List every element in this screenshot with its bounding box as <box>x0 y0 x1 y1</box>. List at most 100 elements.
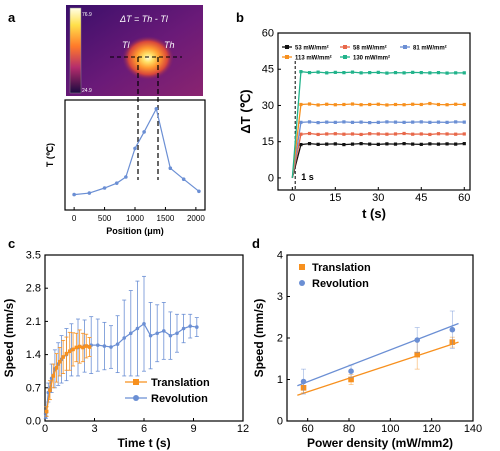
legend-label: 113 mW/mm² <box>295 55 332 62</box>
x-tick-label: 15 <box>329 192 341 204</box>
series-point <box>307 71 312 75</box>
y-tick-label: 30 <box>262 100 274 112</box>
temperature-point <box>133 146 137 151</box>
series-point <box>181 326 186 331</box>
series-point <box>368 142 372 146</box>
series-line <box>291 102 465 178</box>
temperature-point <box>72 192 76 197</box>
series-point <box>299 102 303 107</box>
x-tick-label: 120 <box>422 423 440 435</box>
chart-b: 0 15 30 45 60 0 15 30 45 60 t (s) ΔT (℃) 1 s 53 mW/mm… <box>238 28 471 221</box>
temperature-point <box>168 166 173 170</box>
data-point <box>300 378 307 385</box>
series-point <box>84 344 89 348</box>
x-tick-label: 12 <box>237 423 249 435</box>
series-line <box>291 142 465 179</box>
series-point <box>350 132 355 136</box>
series-point <box>342 102 346 107</box>
color-scale-bar <box>69 7 82 94</box>
series-point <box>325 71 329 75</box>
legend-label: Revolution <box>312 278 369 290</box>
legend-label: 81 mW/mm² <box>413 45 447 52</box>
series-point <box>325 102 329 106</box>
series-point <box>342 132 346 136</box>
series-point <box>428 101 432 106</box>
series-point <box>299 142 303 147</box>
series-point <box>333 142 337 146</box>
color-scale-max: 76.9 <box>82 12 92 18</box>
series-point <box>411 132 415 136</box>
x-tick-label: 1500 <box>157 214 175 223</box>
series-point <box>385 103 389 107</box>
x-axis-label: Position (μm) <box>106 226 164 236</box>
legend-marker <box>343 45 347 49</box>
series-point <box>316 70 320 74</box>
series-point <box>74 345 79 350</box>
series-point <box>376 102 380 106</box>
series-point <box>162 329 166 333</box>
series-point <box>402 71 406 75</box>
series-point <box>402 103 406 107</box>
series-point <box>393 102 398 107</box>
temperature-point <box>197 189 201 194</box>
x-tick-label: 45 <box>415 192 427 204</box>
series-point <box>359 103 363 107</box>
series-point <box>350 70 355 74</box>
series-point <box>81 345 85 350</box>
tl-label: Tl <box>122 40 130 50</box>
y-axis-label: Speed (mm/s) <box>252 299 266 378</box>
series-point <box>462 142 466 146</box>
series-point <box>419 71 423 75</box>
y-tick-label: 2.1 <box>26 316 41 328</box>
y-tick-label: 45 <box>262 64 274 76</box>
series-point <box>445 132 449 136</box>
series-point <box>168 333 173 338</box>
series-point <box>359 120 363 124</box>
data-point <box>414 351 420 358</box>
series-point <box>109 345 113 349</box>
thermal-hotspot <box>122 36 174 80</box>
series-point <box>376 142 380 146</box>
y-axis-label: T (℃) <box>45 143 55 167</box>
y-axis-label: Speed (mm/s) <box>2 299 16 378</box>
thermal-image: 76.9 24.9 ΔT = Th - Tl Tl Th <box>66 5 203 96</box>
series-point <box>393 142 398 146</box>
chart-a: 0 500 1000 1500 2000 Position (μm) T (℃) <box>45 99 206 236</box>
series-point <box>454 120 458 124</box>
series-point <box>333 132 337 136</box>
series-point <box>350 102 355 106</box>
series-point <box>188 324 192 328</box>
legend-marker <box>343 55 347 59</box>
y-tick-label: 60 <box>262 28 274 40</box>
color-scale-min: 24.9 <box>82 88 92 94</box>
series-point <box>325 120 329 124</box>
legend-marker <box>285 55 289 59</box>
data-point <box>348 376 354 383</box>
chart-d: 60 80 100 120 140 0 1 2 3 4 Power density (mW/mm2)… <box>252 250 482 451</box>
series-point <box>376 70 380 74</box>
series-point <box>376 132 380 136</box>
series-point <box>462 132 466 136</box>
y-tick-label: 0.7 <box>26 382 41 394</box>
legend-label: 53 mW/mm² <box>295 45 329 52</box>
series-point <box>368 102 372 107</box>
series-point <box>419 142 423 146</box>
legend-marker <box>299 280 305 286</box>
series-point <box>445 103 449 107</box>
temperature-line <box>74 107 200 196</box>
x-tick-label: 0 <box>72 214 77 223</box>
series-point <box>54 366 59 370</box>
series-point <box>436 142 441 146</box>
x-tick-label: 500 <box>98 214 112 223</box>
series-point <box>393 132 398 136</box>
series-point <box>48 388 52 392</box>
legend-label: Translation <box>312 262 371 274</box>
series-point <box>51 374 56 378</box>
legend-marker <box>133 395 139 401</box>
series-point <box>359 132 363 137</box>
series-point <box>316 103 320 107</box>
temperature-point <box>87 191 92 195</box>
x-tick-label: 0 <box>289 192 295 204</box>
temperature-point <box>142 130 146 134</box>
